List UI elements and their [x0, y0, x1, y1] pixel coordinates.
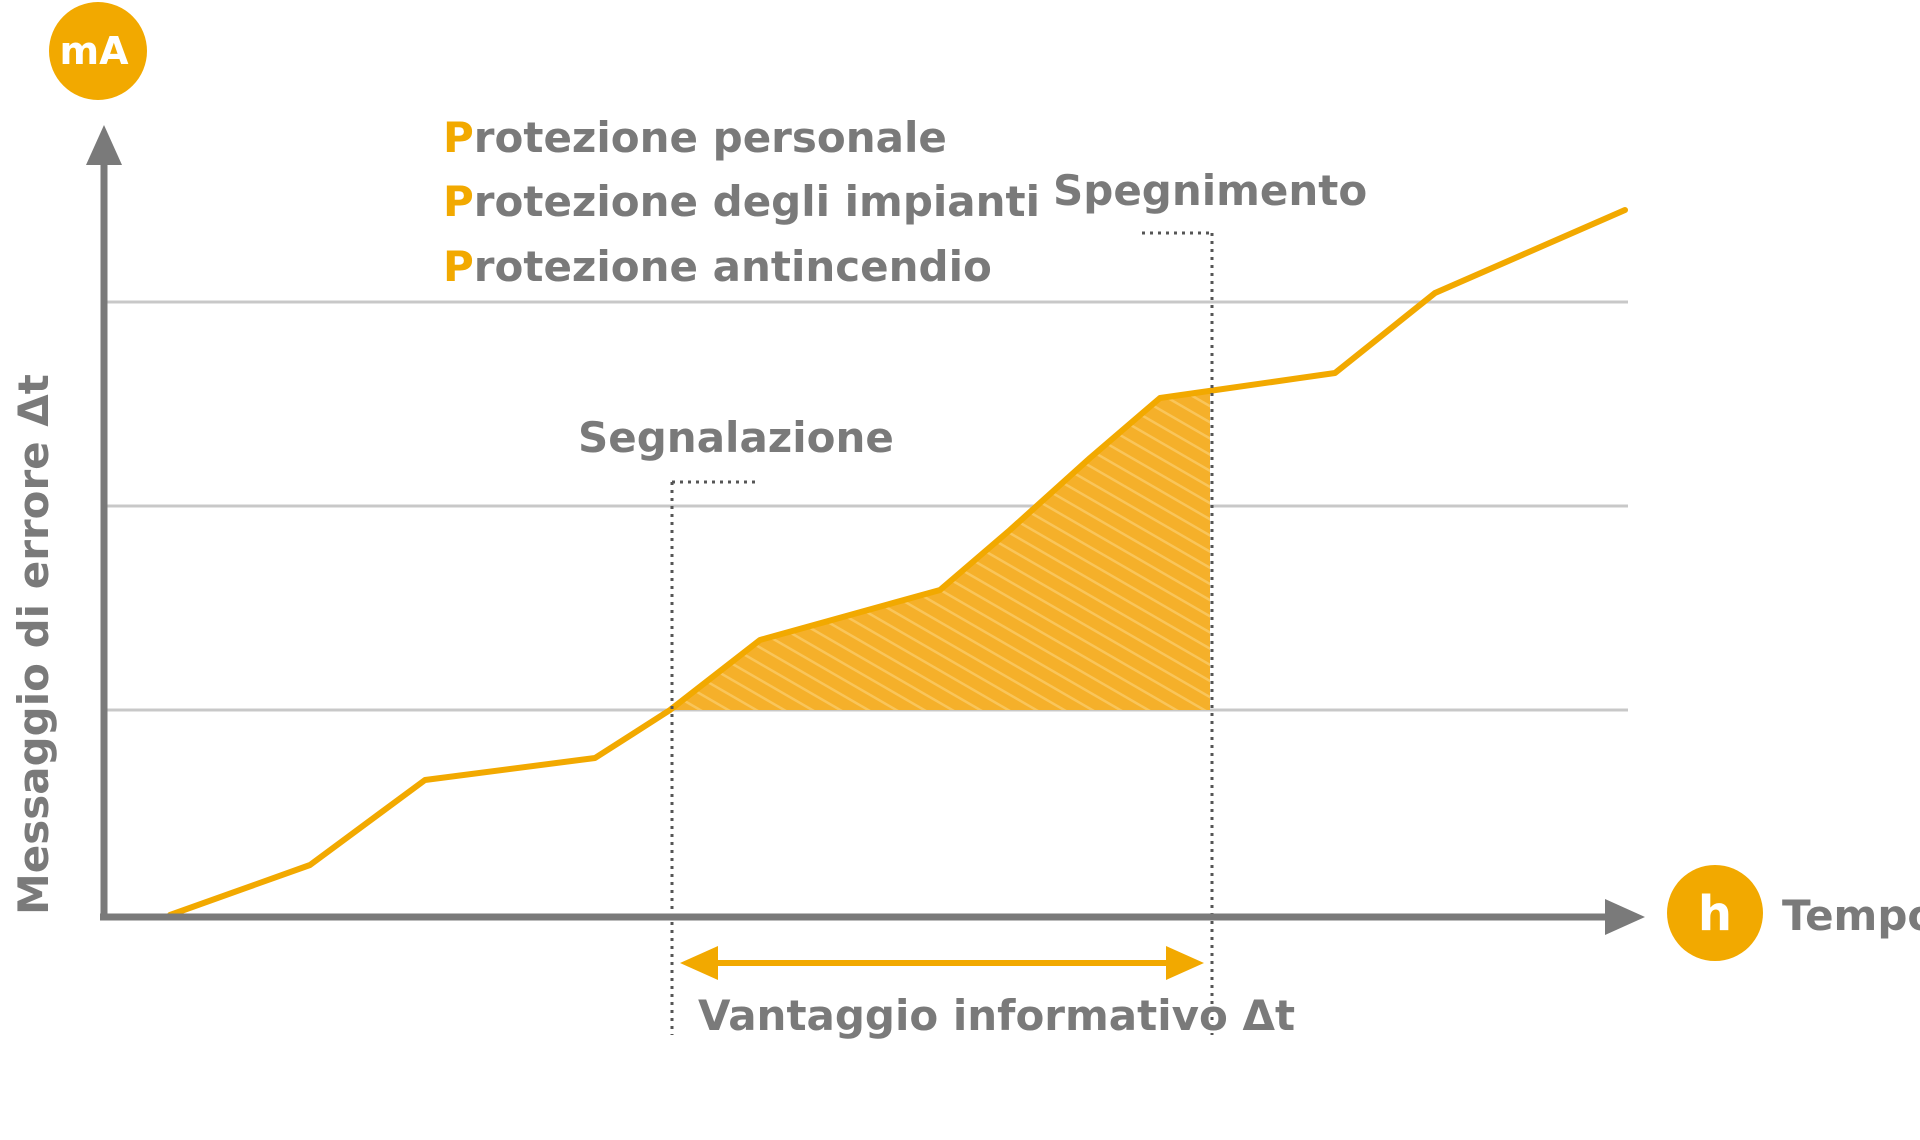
x-unit-badge: h: [1667, 865, 1763, 961]
x-axis-label: Tempo: [1782, 891, 1920, 940]
y-axis-label: Messaggio di errore Δt: [9, 374, 58, 915]
shutdown-marker: [1142, 231, 1214, 1035]
signal-label: Segnalazione: [578, 413, 894, 462]
advantage-label: Vantaggio informativo Δt: [698, 991, 1295, 1040]
x-axis-arrow: [1605, 899, 1645, 935]
y-axis: [86, 125, 122, 917]
shutdown-label: Spegnimento: [1053, 166, 1367, 215]
legend-item-fire: Protezione antincendio: [443, 242, 992, 291]
y-axis-arrow: [86, 125, 122, 165]
x-axis: [100, 899, 1645, 935]
svg-text:mA: mA: [59, 29, 129, 73]
advantage-arrow: [680, 946, 1204, 980]
svg-text:h: h: [1698, 886, 1732, 942]
y-unit-badge: mA: [49, 2, 147, 100]
legend-item-personal: Protezione personale: [443, 113, 947, 162]
signal-marker: [670, 480, 758, 1035]
legend-item-plant: Protezione degli impianti: [443, 177, 1040, 226]
current-curve: [167, 207, 1628, 918]
